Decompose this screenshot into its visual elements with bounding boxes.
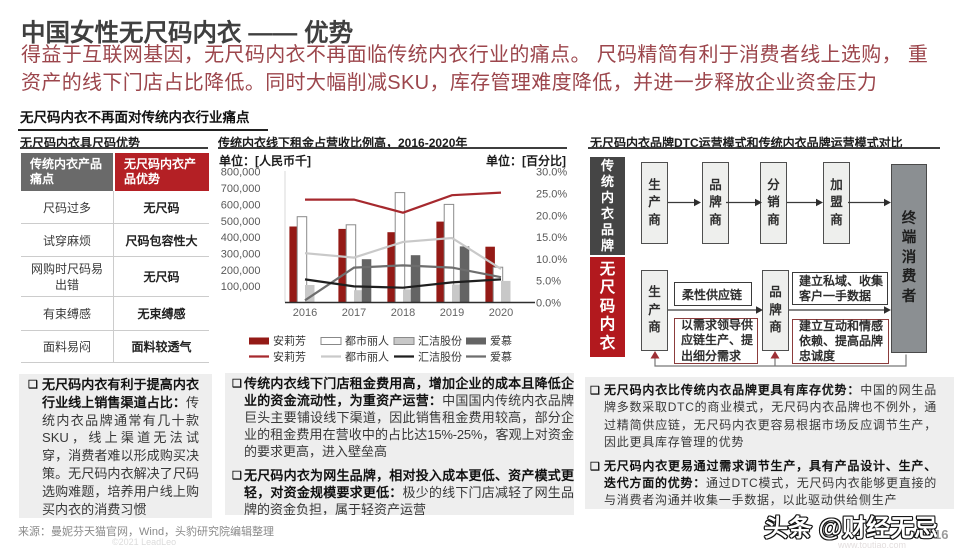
svg-text:2020: 2020 <box>489 307 513 319</box>
svg-text:爱慕: 爱慕 <box>490 334 512 348</box>
svg-text:100,000: 100,000 <box>221 281 261 293</box>
svg-text:30.0%: 30.0% <box>536 167 567 179</box>
svg-text:单位：[人民币千]: 单位：[人民币千] <box>219 153 311 168</box>
svg-text:400,000: 400,000 <box>221 232 261 244</box>
svg-text:2019: 2019 <box>440 307 464 319</box>
svg-text:700,000: 700,000 <box>221 183 261 195</box>
svg-text:2018: 2018 <box>391 307 415 319</box>
svg-text:都市丽人: 都市丽人 <box>345 334 389 348</box>
svg-text:500,000: 500,000 <box>221 216 261 228</box>
svg-text:300,000: 300,000 <box>221 249 261 261</box>
svg-text:安莉芳: 安莉芳 <box>273 350 306 364</box>
svg-text:安莉芳: 安莉芳 <box>273 334 306 348</box>
svg-text:20.0%: 20.0% <box>536 210 567 222</box>
svg-text:单位：[百分比]: 单位：[百分比] <box>486 153 566 168</box>
svg-text:0.0%: 0.0% <box>536 298 561 310</box>
svg-text:汇洁股份: 汇洁股份 <box>418 351 462 364</box>
svg-text:10.0%: 10.0% <box>536 254 567 266</box>
svg-text:汇洁股份: 汇洁股份 <box>418 335 462 348</box>
svg-text:200,000: 200,000 <box>221 265 261 277</box>
svg-text:800,000: 800,000 <box>221 167 261 179</box>
svg-text:2016: 2016 <box>293 307 317 319</box>
svg-text:600,000: 600,000 <box>221 199 261 211</box>
svg-text:爱慕: 爱慕 <box>490 350 512 364</box>
svg-text:25.0%: 25.0% <box>536 189 567 201</box>
svg-text:5.0%: 5.0% <box>536 276 561 288</box>
svg-text:15.0%: 15.0% <box>536 232 567 244</box>
svg-text:都市丽人: 都市丽人 <box>345 350 389 364</box>
svg-text:2017: 2017 <box>342 307 366 319</box>
